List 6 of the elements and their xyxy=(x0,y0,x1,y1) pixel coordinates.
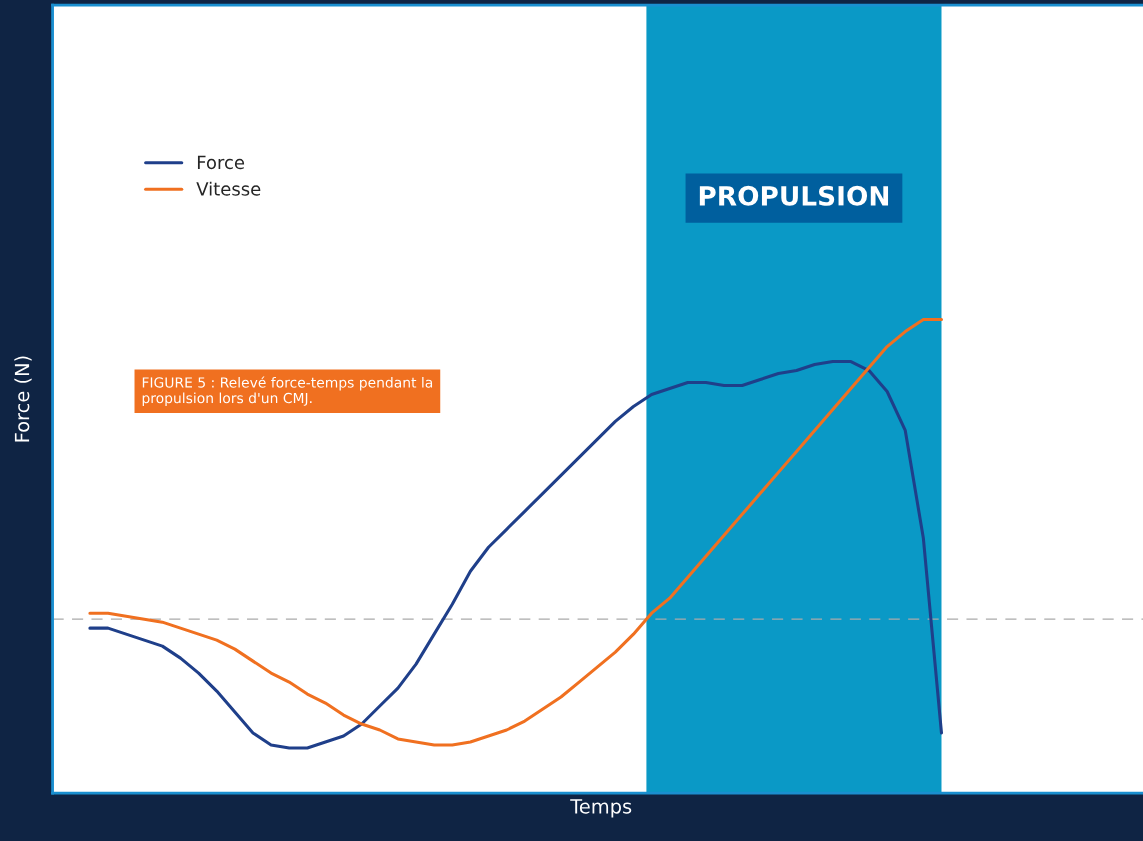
text: PROPULSION xyxy=(699,185,889,206)
y-axis-title: Force (N) xyxy=(14,356,32,442)
x-axis-title: Temps xyxy=(570,799,632,818)
annotation: FIGURE 5 : Relevé force-temps pendant la propulsion lors d'un CMJ. xyxy=(142,376,433,406)
legend-label: Vitesse xyxy=(196,181,261,196)
legend-label: Force xyxy=(197,155,245,170)
